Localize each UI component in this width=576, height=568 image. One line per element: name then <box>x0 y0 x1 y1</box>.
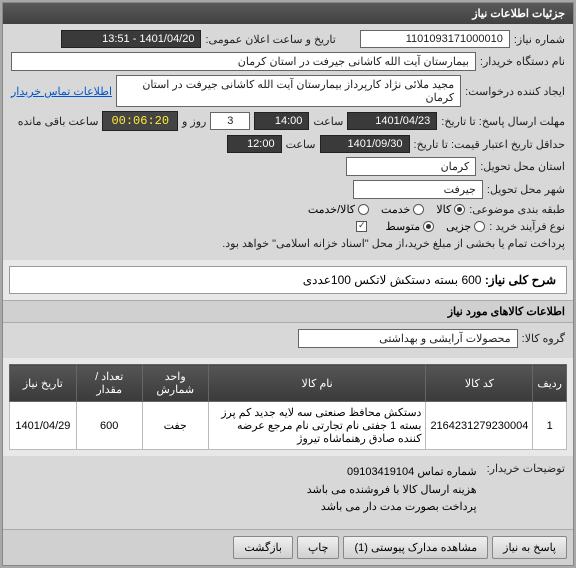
note-line: شماره تماس 09103419104 <box>17 464 477 482</box>
announce-label: تاریخ و ساعت اعلان عمومی: <box>205 33 335 46</box>
validity-time: 12:00 <box>227 135 282 153</box>
deadline-label: مهلت ارسال پاسخ: تا تاریخ: <box>441 115 565 128</box>
radio-both[interactable]: کالا/خدمت <box>308 203 369 216</box>
table-cell: 1 <box>533 402 567 450</box>
province-value: کرمان <box>346 157 476 176</box>
table-cell: 600 <box>76 402 142 450</box>
need-number-label: شماره نیاز: <box>514 33 565 46</box>
radio-both-input[interactable] <box>358 204 369 215</box>
row-province: استان محل تحویل: کرمان <box>11 157 565 176</box>
radio-goods[interactable]: کالا <box>436 203 465 216</box>
summary-text: 600 بسته دستکش لاتکس 100عددی <box>303 273 482 287</box>
days-value: 3 <box>210 112 250 130</box>
button-bar: پاسخ به نیاز مشاهده مدارک پیوستی (1) چاپ… <box>3 529 573 565</box>
respond-button[interactable]: پاسخ به نیاز <box>492 536 567 559</box>
row-requester: ایجاد کننده درخواست: مجید ملائی نژاد کار… <box>11 75 565 107</box>
summary-box: شرح کلی نیاز: 600 بسته دستکش لاتکس 100عد… <box>9 266 567 294</box>
table-cell: 2164231279230004 <box>426 402 533 450</box>
radio-medium-label: متوسط <box>386 220 421 233</box>
notes-content: شماره تماس 09103419104هزینه ارسال کالا ب… <box>11 462 483 519</box>
requester-label: ایجاد کننده درخواست: <box>465 85 565 98</box>
radio-medium[interactable]: متوسط <box>386 220 435 233</box>
row-need-number: شماره نیاز: 1101093171000010 تاریخ و ساع… <box>11 30 565 48</box>
validity-date: 1401/09/30 <box>320 135 410 153</box>
radio-service[interactable]: خدمت <box>381 203 424 216</box>
buy-type-label: نوع فرآیند خرید : <box>489 220 565 233</box>
province-label: استان محل تحویل: <box>480 160 565 173</box>
countdown-timer: 00:06:20 <box>102 111 178 131</box>
notes-section: توضیحات خریدار: شماره تماس 09103419104هز… <box>3 456 573 529</box>
note-line: پرداخت بصورت مدت دار می باشد <box>17 499 477 517</box>
days-label: روز و <box>182 115 206 128</box>
table-header-cell: کد کالا <box>426 365 533 402</box>
note-line: هزینه ارسال کالا با فروشنده می باشد <box>17 482 477 500</box>
city-value: جیرفت <box>353 180 483 199</box>
deadline-time-label: ساعت <box>313 115 343 128</box>
notes-label: توضیحات خریدار: <box>487 462 565 475</box>
radio-minor[interactable]: جزیی <box>446 220 485 233</box>
panel-body: شماره نیاز: 1101093171000010 تاریخ و ساع… <box>3 24 573 260</box>
payment-checkbox[interactable] <box>356 221 367 232</box>
deadline-date: 1401/04/23 <box>347 112 437 130</box>
table-header-cell: ردیف <box>533 365 567 402</box>
table-body: 12164231279230004دستکش محافظ صنعتی سه لا… <box>10 402 567 450</box>
table-head: ردیفکد کالانام کالاواحد شمارشتعداد / مقد… <box>10 365 567 402</box>
buyer-org-label: نام دستگاه خریدار: <box>480 55 565 68</box>
buy-type-radio-group: جزیی متوسط <box>386 220 486 233</box>
print-button[interactable]: چاپ <box>297 536 340 559</box>
city-label: شهر محل تحویل: <box>487 183 565 196</box>
deadline-time: 14:00 <box>254 112 309 130</box>
row-buy-type: نوع فرآیند خرید : جزیی متوسط پرداخت تمام… <box>11 220 565 250</box>
goods-body: گروه کالا: محصولات آرایشی و بهداشتی <box>3 323 573 358</box>
need-number-value: 1101093171000010 <box>360 30 510 48</box>
radio-minor-label: جزیی <box>446 220 471 233</box>
row-goods-group: گروه کالا: محصولات آرایشی و بهداشتی <box>11 329 565 348</box>
radio-service-label: خدمت <box>381 203 410 216</box>
radio-medium-input[interactable] <box>423 221 434 232</box>
validity-label: حداقل تاریخ اعتبار قیمت: تا تاریخ: <box>414 138 565 151</box>
contact-link[interactable]: اطلاعات تماس خریدار <box>11 85 112 98</box>
goods-group-label: گروه کالا: <box>522 332 565 345</box>
goods-section-title: اطلاعات کالاهای مورد نیاز <box>3 300 573 323</box>
row-deadline: مهلت ارسال پاسخ: تا تاریخ: 1401/04/23 سا… <box>11 111 565 131</box>
radio-both-label: کالا/خدمت <box>308 203 355 216</box>
buyer-org-value: بیمارستان آیت الله کاشانی جیرفت در استان… <box>11 52 476 71</box>
table-cell: 1401/04/29 <box>10 402 77 450</box>
table-cell: جفت <box>142 402 208 450</box>
category-label: طبقه بندی موضوعی: <box>469 203 565 216</box>
row-notes: توضیحات خریدار: شماره تماس 09103419104هز… <box>11 462 565 519</box>
back-button[interactable]: بازگشت <box>233 536 293 559</box>
radio-minor-input[interactable] <box>474 221 485 232</box>
table-header-cell: تاریخ نیاز <box>10 365 77 402</box>
radio-goods-input[interactable] <box>454 204 465 215</box>
row-city: شهر محل تحویل: جیرفت <box>11 180 565 199</box>
radio-service-input[interactable] <box>413 204 424 215</box>
need-details-panel: جزئیات اطلاعات نیاز شماره نیاز: 11010931… <box>2 2 574 566</box>
table-header-cell: نام کالا <box>208 365 426 402</box>
row-validity: حداقل تاریخ اعتبار قیمت: تا تاریخ: 1401/… <box>11 135 565 153</box>
table-header-cell: واحد شمارش <box>142 365 208 402</box>
announce-value: 1401/04/20 - 13:51 <box>61 30 201 48</box>
remaining-label: ساعت باقی مانده <box>18 115 99 128</box>
panel-title: جزئیات اطلاعات نیاز <box>3 3 573 24</box>
radio-goods-label: کالا <box>436 203 451 216</box>
payment-note: پرداخت تمام یا بخشی از مبلغ خرید،از محل … <box>222 237 565 250</box>
row-category: طبقه بندی موضوعی: کالا خدمت کالا/خدمت <box>11 203 565 216</box>
table-row: 12164231279230004دستکش محافظ صنعتی سه لا… <box>10 402 567 450</box>
category-radio-group: کالا خدمت کالا/خدمت <box>308 203 465 216</box>
goods-table: ردیفکد کالانام کالاواحد شمارشتعداد / مقد… <box>9 364 567 450</box>
summary-label: شرح کلی نیاز: <box>485 273 556 287</box>
row-buyer-org: نام دستگاه خریدار: بیمارستان آیت الله کا… <box>11 52 565 71</box>
requester-value: مجید ملائی نژاد کارپرداز بیمارستان آیت ا… <box>116 75 461 107</box>
table-header-cell: تعداد / مقدار <box>76 365 142 402</box>
attachments-button[interactable]: مشاهده مدارک پیوستی (1) <box>343 536 488 559</box>
validity-time-label: ساعت <box>286 138 316 151</box>
goods-group-value: محصولات آرایشی و بهداشتی <box>298 329 518 348</box>
table-cell: دستکش محافظ صنعتی سه لایه جدید کم پرز بس… <box>208 402 426 450</box>
